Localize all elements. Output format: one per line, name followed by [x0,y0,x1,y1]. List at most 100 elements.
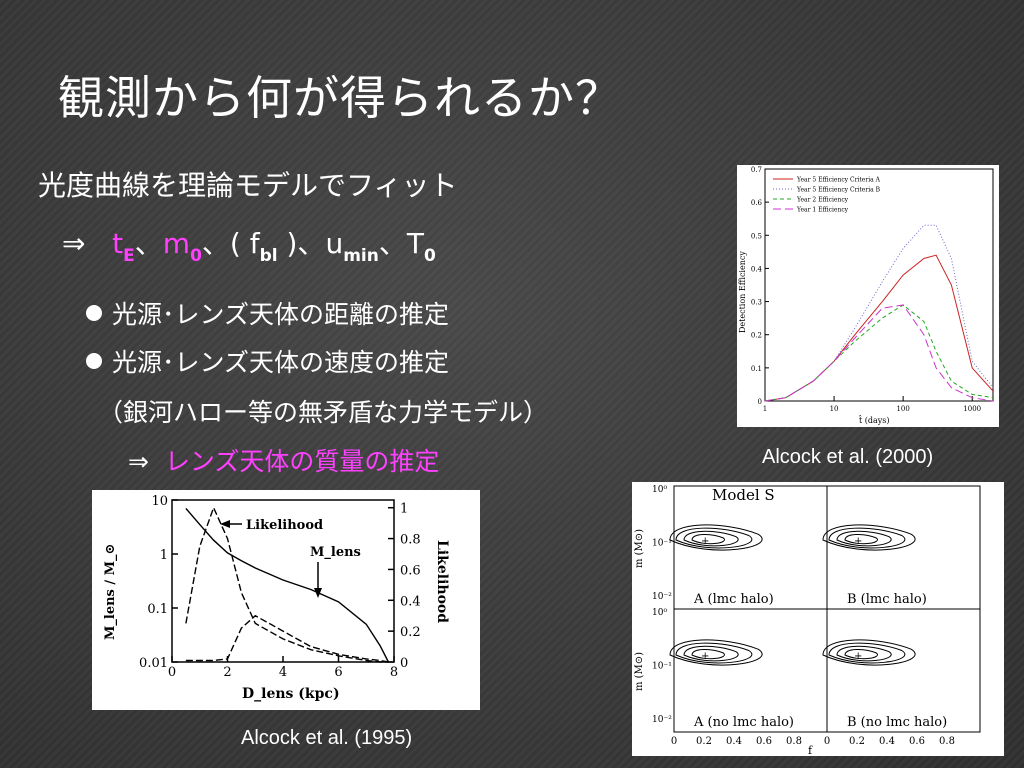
likelihood-ytick-right-label: 0 [400,656,408,671]
contour-ytick-label: 10⁻¹ [652,539,672,549]
efficiency-ytick-label: 0 [758,398,762,406]
contour-title: Model S [712,486,775,504]
contour-xtick-label: 0.8 [786,736,802,747]
contour-xtick-label: 0.4 [879,736,895,747]
efficiency-series-line [764,254,994,402]
contour-panel-label: A (no lmc halo) [693,715,794,730]
efficiency-ylabel: Detection Efficiency [738,251,747,333]
param-m0: m0 [162,227,202,266]
implies-arrow: ⇒ [62,227,86,260]
contour-line [836,530,892,547]
likelihood-xtick-label: 2 [223,665,231,680]
contour-panel-label: A (lmc halo) [693,592,774,607]
likelihood-annotation: Likelihood [220,518,323,533]
likelihood-ytick-right-label: 0.2 [400,625,421,640]
bullet-dot [86,353,102,369]
contour-panel: + A (lmc halo) [669,485,828,610]
contour-line [669,524,763,551]
likelihood-series-line [185,507,390,663]
efficiency-ytick-label: 0.6 [751,199,763,207]
svg-text:M_lens: M_lens [310,545,361,560]
likelihood-xtick-label: 6 [334,665,342,680]
contour-panel-label: B (lmc halo) [847,592,927,607]
slide-title: 観測から何が得られるか？ [58,71,622,125]
contour-ylabel: m (M⊙) [634,529,645,568]
contour-panel: + A (no lmc halo) [669,608,828,733]
likelihood-ytick-right-label: 1 [400,502,408,517]
likelihood-series-line [185,614,389,663]
contour-panel: + B (no lmc halo) [822,608,981,733]
contour-ytick-label: 10⁻¹ [652,662,672,672]
bullet-dot [86,305,102,321]
likelihood-ytick-right-label: 0.6 [400,563,421,578]
contour-best-fit-marker: + [701,651,709,662]
efficiency-xtick-label: 10 [830,405,839,413]
likelihood-ytick-left-label: 0.1 [147,602,168,617]
sep4: 、 [378,227,407,260]
contour-line [691,533,726,545]
likelihood-ytick-left-label: 1 [160,548,168,563]
mass-estimate: レンズ天体の質量の推定 [164,447,440,476]
contour-xtick-label: 0.8 [939,736,955,747]
sep1: 、 [134,227,163,260]
contour-line [683,530,739,547]
efficiency-chart: 0 0.1 0.2 0.3 0.4 0.5 0.6 0.7 1 10 100 1000 Year 5… [738,166,994,425]
contour-line [675,642,753,664]
efficiency-xtick-label: 1000 [963,405,981,413]
contour-figure: Model S + A (lmc halo) + B (lmc halo) + A (no… [632,482,1004,757]
efficiency-figure: 0 0.1 0.2 0.3 0.4 0.5 0.6 0.7 1 10 100 1000 Year 5… [737,165,999,427]
likelihood-ylabel-left: M_lens / M_⊙ [103,544,118,640]
efficiency-ytick-label: 0.1 [751,365,762,373]
contour-best-fit-marker: + [854,536,862,547]
fit-line: 光度曲線を理論モデルでフィット [38,169,458,202]
contour-xtick-label: 0.6 [909,736,925,747]
efficiency-legend-label: Year 1 Efficiency [796,207,849,214]
efficiency-legend-label: Year 5 Efficiency Criteria B [796,187,881,194]
efficiency-ytick-label: 0.4 [751,265,763,273]
param-fbl: fbl [249,227,278,266]
likelihood-xtick-label: 4 [279,665,287,680]
likelihood-xlabel: D_lens (kpc) [242,686,340,702]
contour-chart: Model S + A (lmc halo) + B (lmc halo) + A (no… [634,485,981,757]
caption-alcock-2000: Alcock et al. (2000) [762,446,934,468]
efficiency-xtick-label: 100 [896,405,909,413]
param-umin: umin [325,227,379,266]
param-te: tE [112,227,135,266]
likelihood-xtick-label: 8 [390,665,398,680]
efficiency-legend-label: Year 5 Efficiency Criteria A [796,177,881,184]
likelihood-ytick-right-label: 0.4 [400,594,421,609]
contour-ytick-label: 10⁰ [652,608,667,618]
contour-ytick-label: 10⁻² [652,592,672,602]
dynamics-note: （銀河ハロー等の無矛盾な力学モデル） [98,398,549,427]
contour-line [828,527,906,549]
contour-line [822,524,916,551]
caption-alcock-1995: Alcock et al. (1995) [241,727,413,749]
efficiency-series-line [764,304,994,402]
mlens-annotation: M_lens [310,545,361,598]
param-t0: T0 [406,227,436,266]
efficiency-series-line [764,304,994,402]
contour-best-fit-marker: + [701,536,709,547]
sep2: 、( [201,227,250,260]
conclusion-line: ⇒ レンズ天体の質量の推定 [128,447,440,476]
likelihood-figure: 0.01 0.1 1 10 0 0.2 0.4 0.6 0.8 1 0 2 4 6 8 M_lens / M… [92,490,480,710]
contour-line [675,527,753,549]
likelihood-series-line [185,505,389,663]
contour-line [691,648,726,660]
contour-xtick-label: 0.6 [756,736,772,747]
bullet-distance: 光源･レンズ天体の距離の推定 [86,295,449,331]
likelihood-ytick-left-label: 0.01 [139,656,168,671]
contour-xtick-label: 0.4 [726,736,742,747]
contour-ylabel: m (M⊙) [634,652,645,691]
efficiency-xlabel: t̂ (days) [858,414,889,425]
efficiency-ytick-label: 0.5 [751,232,762,240]
contour-xtick-label: 0 [824,736,830,747]
contour-line [844,533,879,545]
contour-line [683,645,739,662]
contour-line [836,645,892,662]
contour-xtick-label: 0.2 [849,736,865,747]
contour-ytick-label: 10⁻² [652,715,672,725]
likelihood-ylabel-right: Likelihood [434,540,450,623]
efficiency-ytick-label: 0.2 [751,332,762,340]
